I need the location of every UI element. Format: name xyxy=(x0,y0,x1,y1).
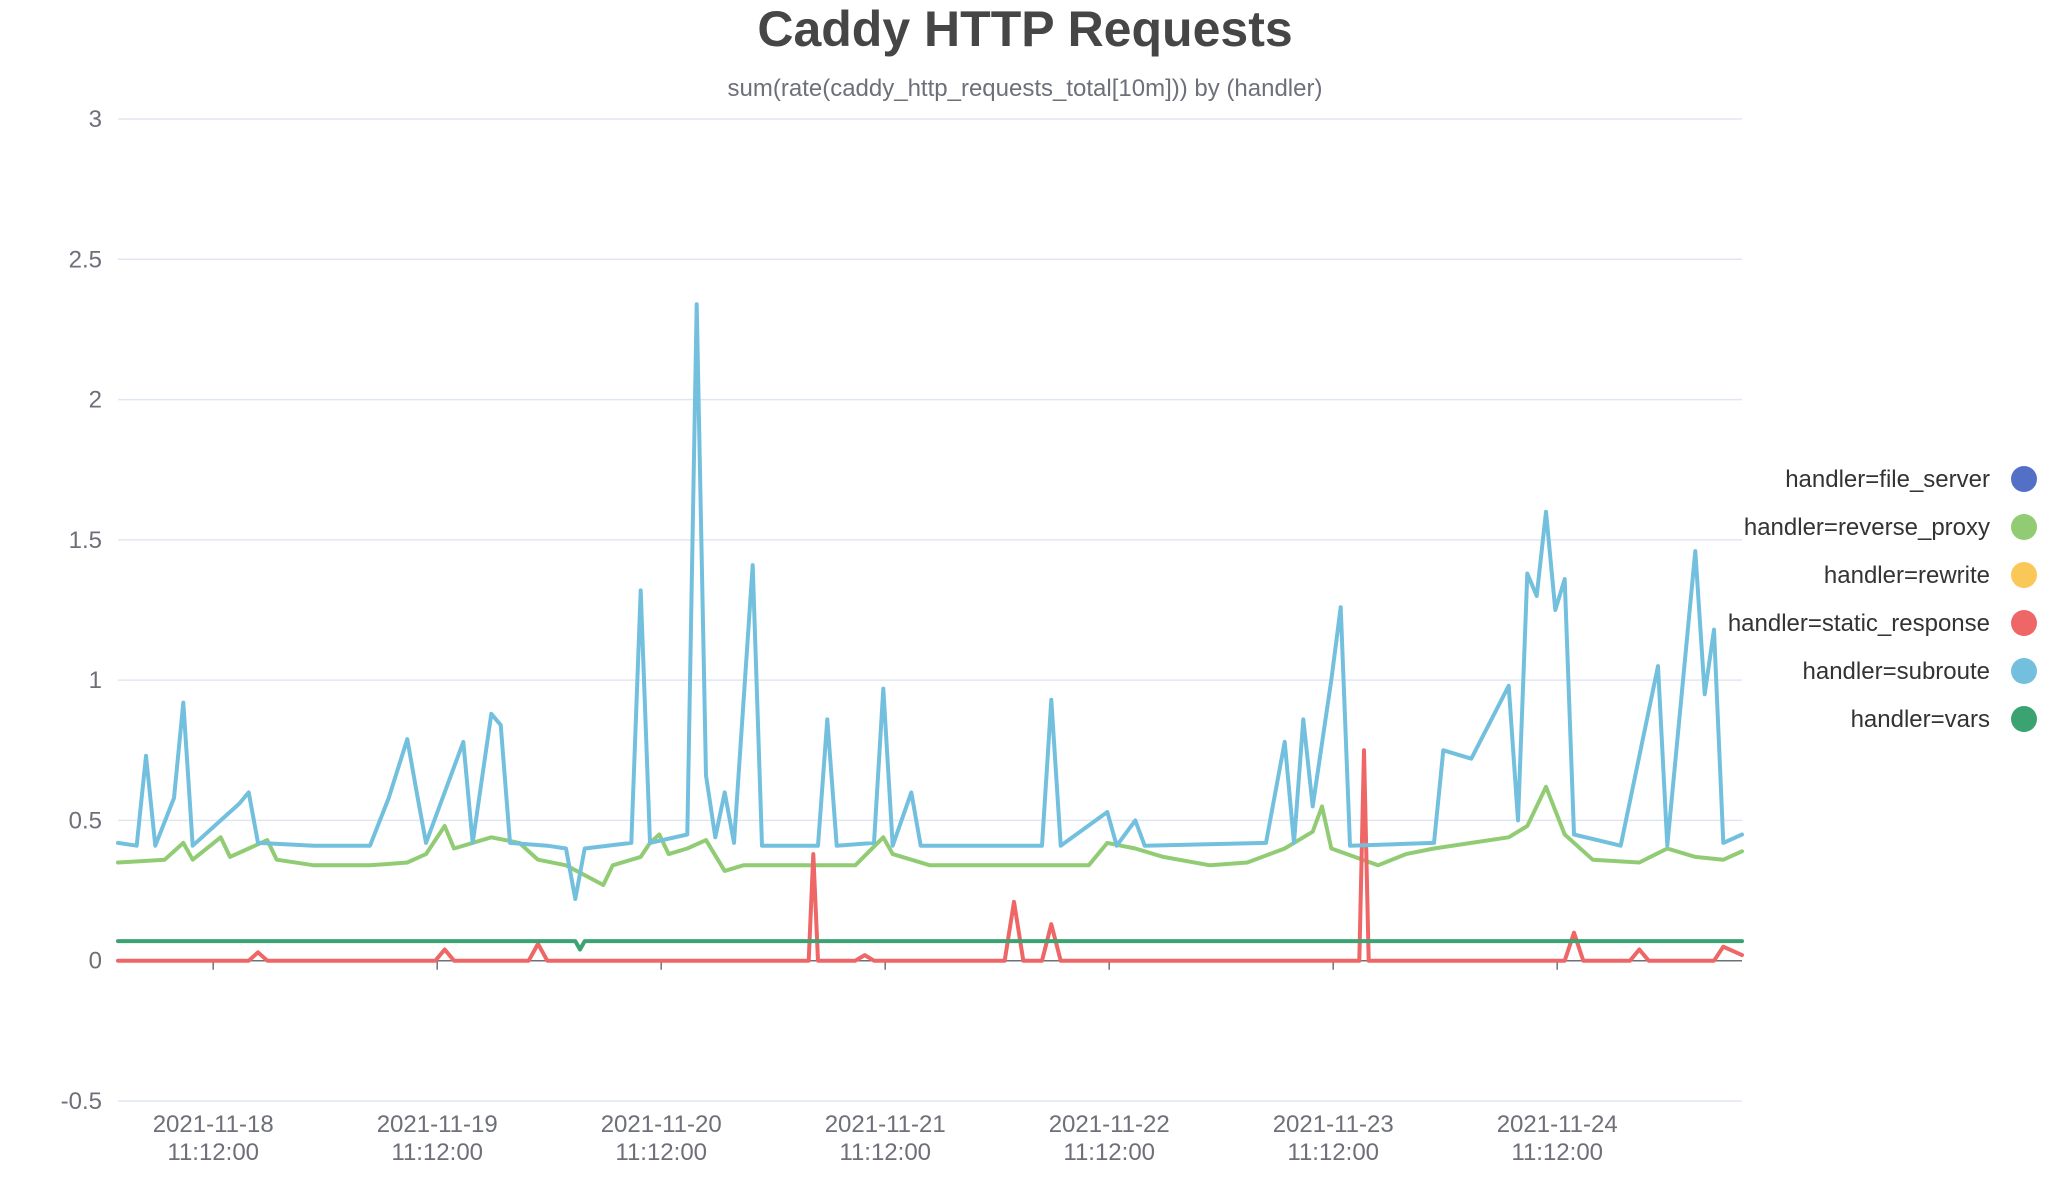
x-tick-time: 11:12:00 xyxy=(167,1139,259,1166)
legend-marker xyxy=(2011,466,2037,492)
x-tick-date: 2021-11-21 xyxy=(825,1111,946,1138)
legend-item-reverse-proxy[interactable]: handler=reverse_proxy xyxy=(1744,514,2037,541)
legend-marker xyxy=(2011,658,2037,684)
y-tick-label: 1 xyxy=(89,667,102,694)
legend-marker xyxy=(2011,706,2037,732)
legend-label: handler=file_server xyxy=(1785,466,1990,493)
y-tick-label: 0.5 xyxy=(69,807,102,834)
series-line-vars xyxy=(116,939,1744,952)
x-tick-time: 11:12:00 xyxy=(391,1139,483,1166)
legend-label: handler=static_response xyxy=(1728,610,1990,637)
legend-label: handler=vars xyxy=(1851,706,1990,733)
y-tick-label: -0.5 xyxy=(61,1088,102,1115)
legend-item-subroute[interactable]: handler=subroute xyxy=(1803,658,2037,685)
y-tick-label: 0 xyxy=(89,948,102,975)
legend-item-static-response[interactable]: handler=static_response xyxy=(1728,610,2037,637)
legend-item-rewrite[interactable]: handler=rewrite xyxy=(1824,562,2037,589)
legend-item-file-server[interactable]: handler=file_server xyxy=(1785,466,2037,493)
y-tick-label: 1.5 xyxy=(69,527,102,554)
legend-item-vars[interactable]: handler=vars xyxy=(1851,706,2037,733)
legend-marker xyxy=(2011,514,2037,540)
y-tick-label: 2 xyxy=(89,387,102,414)
x-axis: 2021-11-1811:12:002021-11-1911:12:002021… xyxy=(118,959,1742,1166)
legend-label: handler=rewrite xyxy=(1824,562,1990,589)
x-tick-date: 2021-11-23 xyxy=(1273,1111,1394,1138)
x-tick-date: 2021-11-19 xyxy=(377,1111,498,1138)
series-line-subroute xyxy=(116,302,1744,901)
legend-label: handler=reverse_proxy xyxy=(1744,514,1990,541)
x-tick-date: 2021-11-24 xyxy=(1497,1111,1618,1138)
legend-marker xyxy=(2011,562,2037,588)
x-tick-date: 2021-11-22 xyxy=(1049,1111,1170,1138)
legend-label: handler=subroute xyxy=(1803,658,1990,685)
x-tick-date: 2021-11-20 xyxy=(601,1111,722,1138)
x-tick-time: 11:12:00 xyxy=(1287,1139,1379,1166)
legend[interactable]: handler=file_server handler=reverse_proxy… xyxy=(1728,466,2037,733)
chart-subtitle: sum(rate(caddy_http_requests_total[10m])… xyxy=(728,75,1323,102)
grid-lines xyxy=(118,118,1742,1102)
x-tick-time: 11:12:00 xyxy=(839,1139,931,1166)
x-tick-time: 11:12:00 xyxy=(1063,1139,1155,1166)
legend-marker xyxy=(2011,610,2037,636)
x-tick-date: 2021-11-18 xyxy=(153,1111,274,1138)
chart-title: Caddy HTTP Requests xyxy=(757,1,1292,57)
y-tick-label: 2.5 xyxy=(69,246,102,273)
series-line-reverse-proxy xyxy=(116,784,1744,887)
y-axis-ticks: 3 2.5 2 1.5 1 0.5 0 -0.5 xyxy=(61,106,102,1115)
series-line-static-response xyxy=(116,748,1744,963)
series-lines xyxy=(116,302,1744,963)
x-tick-time: 11:12:00 xyxy=(1511,1139,1603,1166)
y-tick-label: 3 xyxy=(89,106,102,133)
x-tick-time: 11:12:00 xyxy=(615,1139,707,1166)
